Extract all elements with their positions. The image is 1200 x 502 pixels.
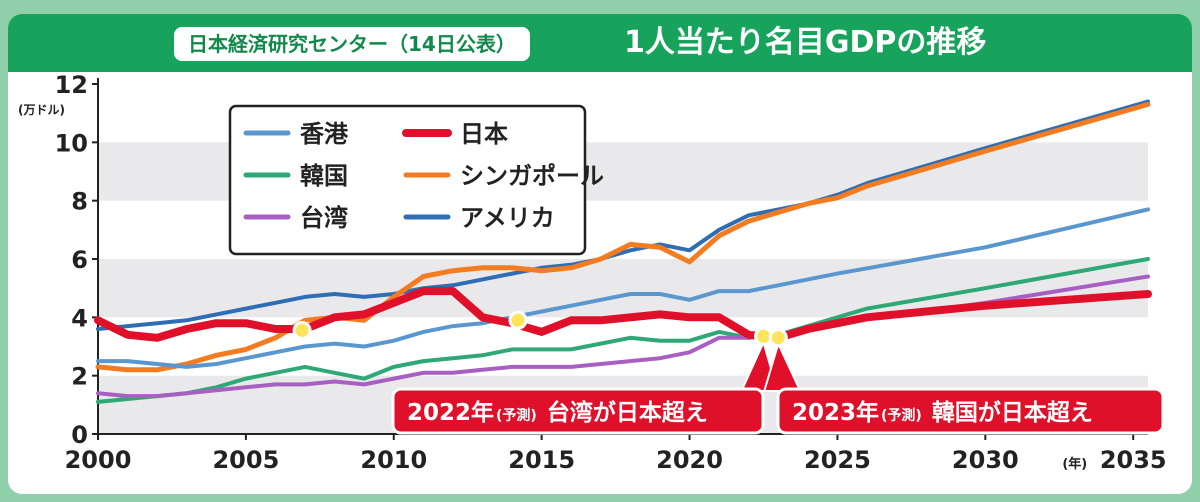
annotation-text: 2022年 (予測) 台湾が日本超え	[407, 399, 708, 426]
x-tick-label: 2015	[508, 446, 575, 474]
y-tick-label: 12	[55, 71, 88, 99]
legend-label: アメリカ	[460, 204, 555, 232]
callout-box	[776, 387, 1165, 435]
annotation-callout: 2023年 (予測) 韓国が日本超え	[762, 340, 1165, 435]
y-tick-label: 4	[71, 304, 88, 332]
callout-box	[391, 387, 765, 435]
legend-label: 韓国	[300, 162, 348, 190]
header-bar: 日本経済研究センター（14日公表） 1人当たり名目GDPの推移	[8, 14, 1192, 72]
y-tick-label: 2	[71, 363, 88, 391]
legend-label: 香港	[300, 120, 349, 148]
x-tick-label: 2020	[656, 446, 723, 474]
y-tick-label: 6	[71, 246, 88, 274]
legend-box	[228, 104, 587, 256]
chart-title: 1人当たり名目GDPの推移	[624, 25, 987, 60]
x-tick-label: 2005	[212, 446, 279, 474]
y-axis-unit: (万ドル)	[18, 103, 65, 117]
y-tick-label: 10	[55, 129, 88, 157]
x-tick-label: 2000	[65, 446, 132, 474]
annotation-text: 2023年 (予測) 韓国が日本超え	[792, 399, 1093, 426]
crossover-marker	[292, 320, 312, 340]
series-line	[95, 101, 1151, 373]
y-tick-label: 8	[71, 188, 88, 216]
chart-frame: 日本経済研究センター（14日公表） 1人当たり名目GDPの推移 0 2 4 6 8 10 1…	[8, 14, 1192, 494]
x-tick-label: 2030	[952, 446, 1019, 474]
annotation-callout: 2022年 (予測) 台湾が日本超え	[391, 339, 779, 435]
crossover-marker	[508, 310, 528, 330]
x-tick-label: 2035	[1100, 446, 1167, 474]
line-chart: 0 2 4 6 8 10 12 (万ドル) 2000 2005 2010 2015 2020 2025 20…	[18, 71, 1167, 474]
crossover-marker	[768, 328, 788, 348]
legend-label: 台湾	[300, 204, 348, 232]
y-tick-label: 0	[71, 421, 88, 449]
x-axis-unit: (年)	[1062, 456, 1087, 472]
legend-label: シンガポール	[460, 162, 604, 190]
legend-label: 日本	[460, 120, 508, 148]
x-tick-label: 2025	[804, 446, 871, 474]
source-badge: 日本経済研究センター（14日公表）	[174, 27, 530, 61]
x-tick-label: 2010	[360, 446, 427, 474]
